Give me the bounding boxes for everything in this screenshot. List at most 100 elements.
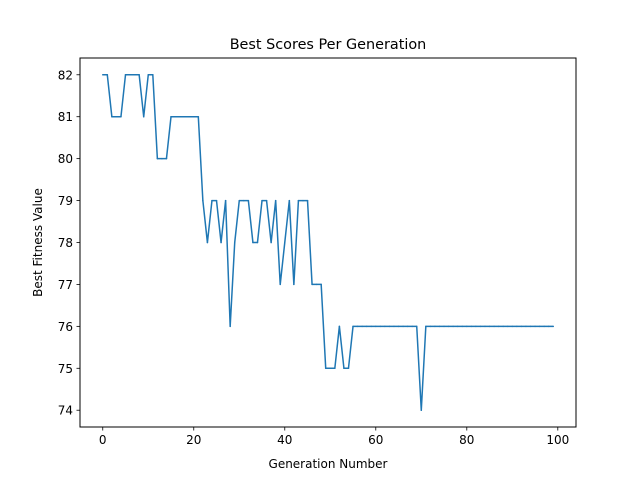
data-point [447, 325, 450, 328]
data-point [334, 367, 336, 370]
x-tick-label: 80 [459, 433, 474, 447]
data-point [466, 325, 468, 328]
data-point [525, 325, 527, 328]
data-point [547, 325, 550, 328]
data-point [188, 115, 190, 118]
data-point [265, 199, 268, 202]
plot-area-frame [79, 57, 577, 428]
data-point [211, 199, 213, 202]
data-point [425, 325, 427, 328]
data-point [434, 325, 436, 328]
x-tick-label: 40 [277, 433, 292, 447]
data-point [279, 283, 281, 286]
x-axis-ticks: 0 20 40 60 80 100 [99, 427, 569, 447]
y-tick-label: 77 [58, 278, 73, 292]
y-tick-label: 81 [58, 110, 73, 124]
data-point [256, 241, 259, 244]
data-point [320, 283, 322, 286]
data-point [311, 283, 313, 286]
data-point [511, 325, 514, 328]
data-point [338, 325, 341, 328]
data-point [202, 199, 204, 202]
data-point [115, 115, 118, 118]
data-point [174, 115, 177, 118]
data-point [379, 325, 382, 328]
data-point [347, 367, 350, 370]
data-point [461, 325, 463, 328]
data-point [502, 325, 504, 328]
data-point [479, 325, 482, 328]
data-point [193, 115, 195, 118]
data-point [516, 325, 518, 328]
data-point [475, 325, 477, 328]
data-point [284, 241, 286, 244]
data-point [488, 325, 491, 328]
data-point [233, 241, 236, 244]
data-point [179, 115, 181, 118]
data-point [388, 325, 391, 328]
data-point [352, 325, 354, 328]
data-point [138, 74, 140, 76]
data-point [329, 367, 332, 370]
y-tick-label: 75 [58, 362, 73, 376]
data-point [252, 241, 254, 244]
data-point [384, 325, 386, 328]
data-point [302, 199, 304, 202]
y-tick-label: 79 [58, 194, 73, 208]
data-point [147, 74, 150, 76]
y-tick-label: 76 [58, 320, 73, 334]
y-axis-ticks: 74 75 76 77 78 79 80 81 82 [58, 68, 80, 418]
y-tick-label: 80 [58, 152, 73, 166]
data-point [142, 115, 145, 118]
data-point [133, 74, 136, 76]
data-point [429, 325, 432, 328]
data-point [543, 325, 545, 328]
data-point [220, 241, 222, 244]
data-point [183, 115, 186, 118]
data-point [493, 325, 495, 328]
y-tick-label: 78 [58, 236, 73, 250]
data-point [315, 283, 318, 286]
data-point [324, 367, 327, 370]
data-point [156, 157, 159, 160]
chart-title: Best Scores Per Generation [230, 37, 427, 53]
x-tick-label: 20 [186, 433, 201, 447]
data-point [224, 199, 227, 202]
data-point [161, 157, 163, 160]
data-point [415, 325, 418, 328]
data-point [243, 199, 245, 202]
data-point [356, 325, 359, 328]
x-tick-label: 60 [368, 433, 383, 447]
data-point [534, 325, 536, 328]
x-axis-label: Generation Number [269, 457, 388, 471]
data-point [247, 199, 250, 202]
data-point [552, 325, 554, 328]
data-point [375, 325, 377, 328]
data-point [274, 199, 277, 202]
data-point [420, 409, 423, 411]
y-tick-label: 82 [58, 68, 73, 82]
data-point [411, 325, 413, 328]
data-point [270, 241, 272, 244]
data-point [470, 325, 473, 328]
data-point [506, 325, 509, 328]
data-point [402, 325, 404, 328]
y-tick-label: 74 [58, 404, 73, 418]
data-point [484, 325, 486, 328]
data-point [111, 115, 113, 118]
data-point [293, 283, 295, 286]
data-point [129, 74, 131, 76]
data-point [370, 325, 372, 328]
data-point [206, 241, 209, 244]
data-point [443, 325, 445, 328]
data-point [529, 325, 532, 328]
data-point [365, 325, 368, 328]
data-point [393, 325, 395, 328]
x-tick-label: 100 [546, 433, 569, 447]
data-point [261, 199, 263, 202]
data-point [406, 325, 409, 328]
data-point [229, 325, 231, 328]
data-point [361, 325, 363, 328]
data-point [170, 115, 172, 118]
